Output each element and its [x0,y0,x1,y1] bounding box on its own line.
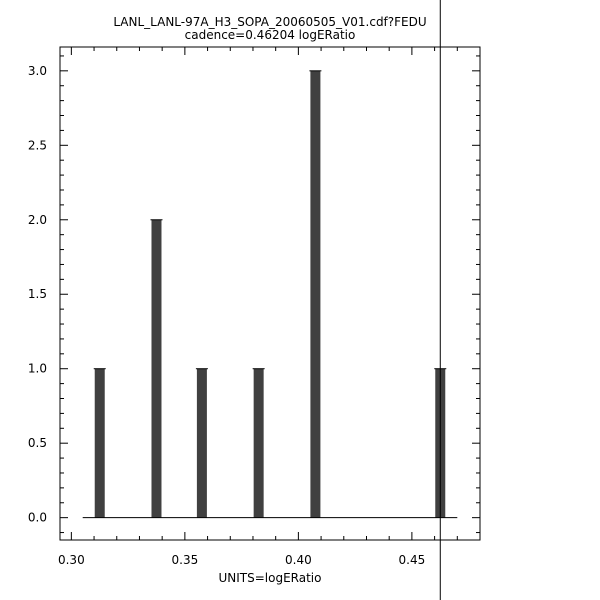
bar [151,219,162,518]
y-tick-label: 0.0 [28,511,47,525]
x-axis-label: UNITS=logERatio [219,571,322,585]
plot-frame [59,46,481,541]
y-tick-label: 2.0 [28,213,47,227]
y-tick-label: 0.5 [28,436,47,450]
bar [196,368,207,518]
y-tick-label: 1.5 [28,287,47,301]
x-tick-label: 0.40 [285,553,312,567]
x-axis: 0.30 0.35 0.40 0.45 [58,47,481,567]
chart-subtitle: cadence=0.46204 logERatio [185,28,356,42]
y-tick-label: 3.0 [28,64,47,78]
y-axis: 0.0 0.5 1.0 1.5 2.0 2.5 3.0 [28,55,480,534]
chart-title: LANL_LANL-97A_H3_SOPA_20060505_V01.cdf?F… [113,15,426,29]
y-tick-label: 1.0 [28,362,47,376]
bar [94,368,105,518]
bars [93,70,447,518]
x-tick-label: 0.45 [399,553,426,567]
x-tick-label: 0.35 [172,553,199,567]
bar [310,70,321,518]
y-tick-label: 2.5 [28,138,47,152]
bar [253,368,264,518]
x-tick-label: 0.30 [58,553,85,567]
